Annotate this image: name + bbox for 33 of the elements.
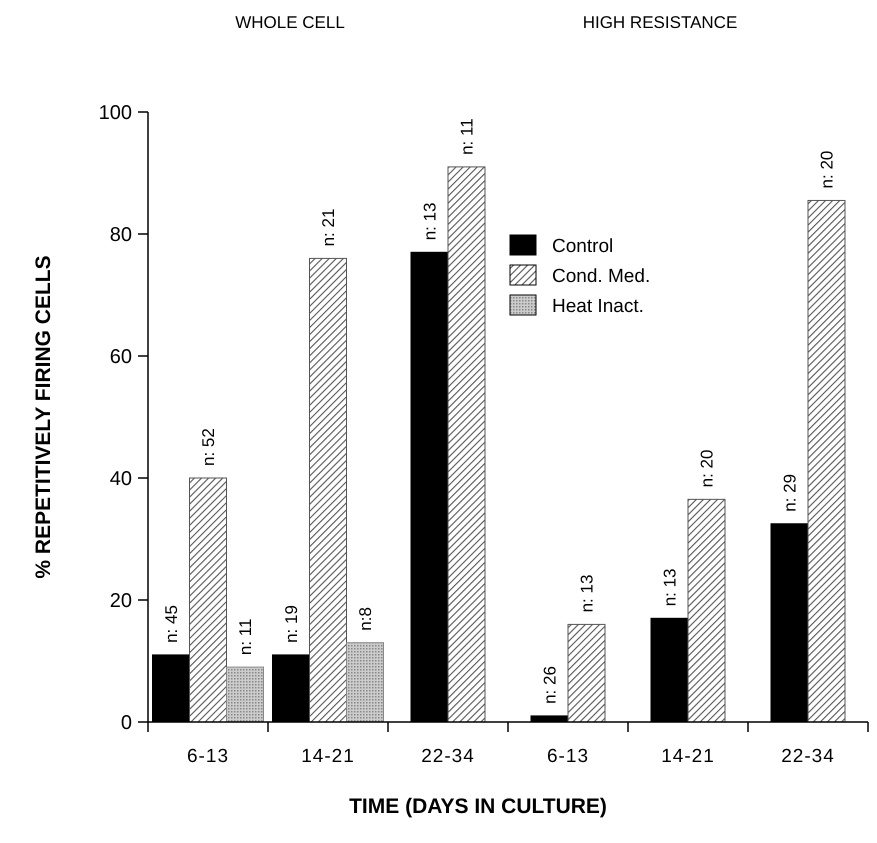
annotation: n:8	[356, 607, 375, 631]
annotation: n: 20	[698, 450, 716, 488]
text: WHOLE CELL	[235, 13, 345, 32]
y-tick-label: 60	[110, 346, 132, 368]
annotation: n: 13	[660, 568, 680, 606]
annotation: n: 13	[578, 574, 596, 612]
annotation: n: 29	[780, 474, 800, 512]
annotation: n: 26	[540, 666, 560, 704]
x-tick-label: 22-34	[421, 746, 475, 767]
annotation: n: 11	[458, 118, 476, 155]
annotation: n: 52	[199, 428, 218, 466]
annotation: n: 21	[319, 208, 338, 246]
y-tick-label: 80	[110, 224, 132, 246]
y-tick-label: 100	[98, 102, 132, 124]
text: HIGH RESISTANCE	[582, 13, 738, 32]
legend-label: Heat Inact.	[552, 296, 644, 317]
x-tick-label: 14-21	[301, 746, 355, 767]
y-tick-label: 20	[110, 590, 132, 612]
annotation: n: 20	[818, 150, 836, 188]
annotation: n: 11	[236, 618, 255, 656]
x-tick-label: 22-34	[781, 746, 835, 767]
legend-label: Control	[552, 236, 614, 257]
y-tick-label: 0	[120, 712, 132, 734]
x-tick-label: 6-13	[546, 746, 590, 767]
y-axis-title: % REPETITIVELY FIRING CELLS	[32, 255, 55, 579]
annotation: n: 19	[282, 605, 301, 643]
annotation: n: 13	[420, 202, 440, 240]
annotation: n: 45	[162, 605, 181, 643]
x-tick-label: 6-13	[186, 746, 230, 767]
y-tick-label: 40	[110, 468, 132, 490]
x-tick-label: 14-21	[661, 746, 715, 767]
x-axis-title: TIME (DAYS IN CULTURE)	[349, 795, 607, 818]
legend-label: Cond. Med.	[552, 266, 650, 287]
